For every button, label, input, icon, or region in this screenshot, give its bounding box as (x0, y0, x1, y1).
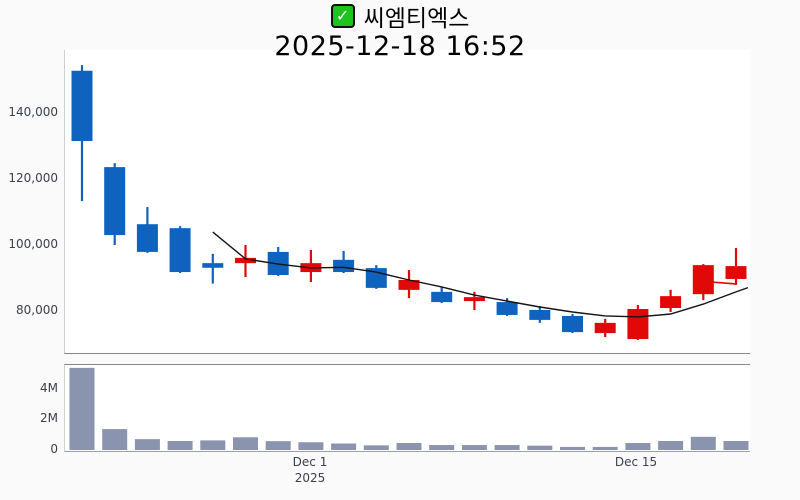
xtick-dec15: Dec 15 (614, 455, 658, 469)
chart-header: ✓ 씨엠티엑스 2025-12-18 16:52 (0, 2, 800, 62)
price-tick-80000: 80,000 (16, 303, 58, 317)
xtick-dec1: Dec 1 (292, 455, 328, 469)
xtick-year: 2025 (294, 471, 326, 485)
volume-tick-2m: 2M (40, 411, 58, 425)
price-chart-panel (64, 50, 750, 354)
stock-name-title: 씨엠티엑스 (363, 6, 470, 32)
chart-title-row: ✓ 씨엠티엑스 (0, 2, 800, 32)
green-checkbox-icon: ✓ (330, 4, 355, 28)
volume-tick-4m: 4M (40, 381, 58, 395)
volume-chart-panel (64, 364, 750, 452)
price-tick-140000: 140,000 (8, 105, 58, 119)
price-tick-120000: 120,000 (8, 171, 58, 185)
price-tick-100000: 100,000 (8, 237, 58, 251)
volume-tick-0: 0 (50, 442, 58, 456)
chart-timestamp: 2025-12-18 16:52 (274, 31, 526, 62)
